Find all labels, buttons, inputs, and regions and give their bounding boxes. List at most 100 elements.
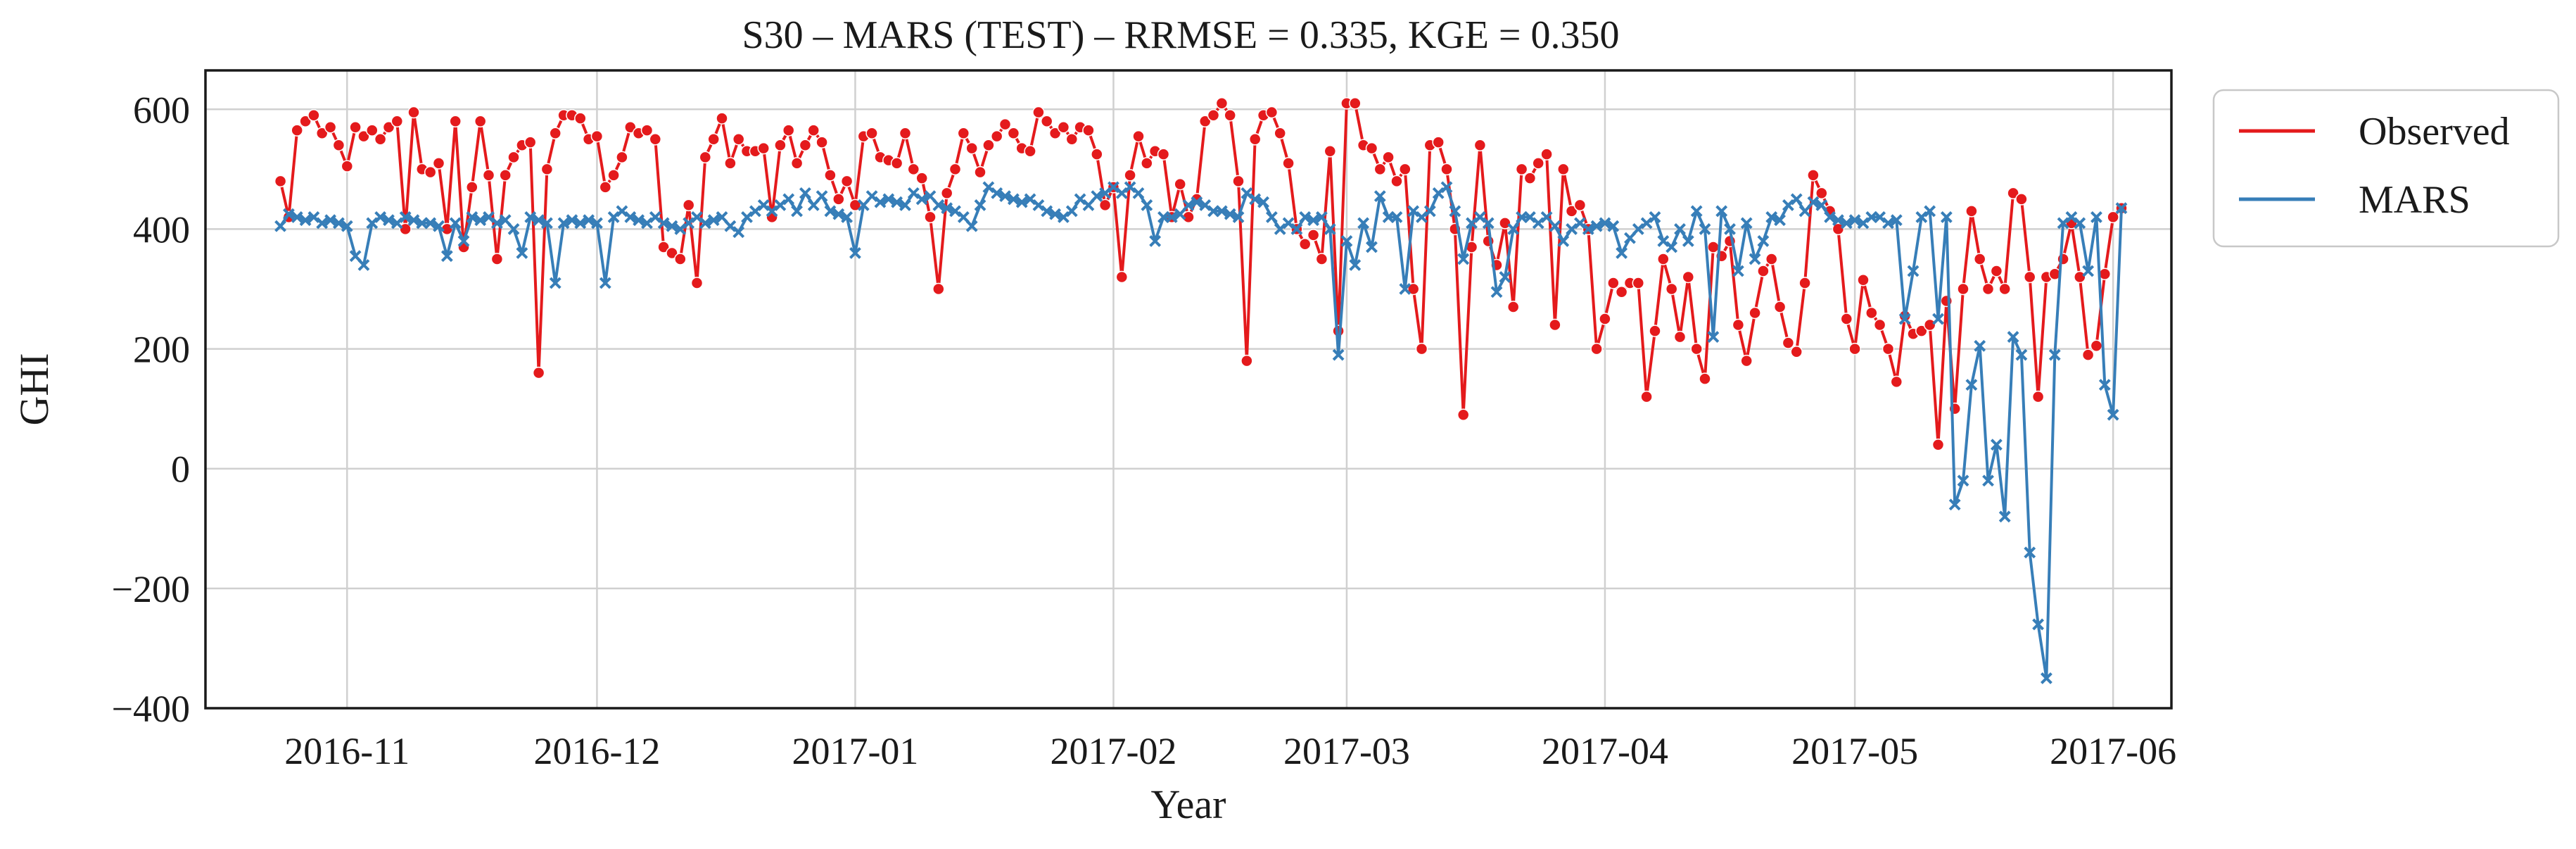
data-point — [1707, 331, 1720, 343]
data-point — [1865, 306, 1878, 320]
data-point — [657, 241, 670, 253]
data-point — [1873, 318, 1886, 332]
data-point — [2007, 331, 2019, 343]
data-point — [1149, 235, 1162, 247]
data-point — [724, 220, 737, 232]
data-point — [590, 130, 604, 143]
data-point — [1732, 265, 1744, 277]
data-point — [2074, 270, 2086, 284]
data-point — [1857, 217, 1870, 229]
data-point — [1365, 142, 1378, 155]
data-point — [599, 181, 612, 194]
data-point — [1782, 337, 1795, 349]
data-point — [1848, 214, 1861, 227]
data-point — [474, 214, 487, 227]
data-point — [633, 214, 645, 227]
data-point — [483, 211, 495, 223]
data-point — [433, 220, 445, 232]
data-point — [315, 127, 329, 140]
data-point — [841, 211, 854, 223]
data-point — [1241, 187, 1253, 199]
data-point — [291, 124, 303, 137]
data-point — [1640, 390, 1653, 403]
data-point — [1232, 211, 1245, 223]
data-point — [282, 208, 295, 220]
data-point — [1765, 211, 1778, 223]
data-point — [2041, 672, 2052, 684]
data-point — [1065, 133, 1079, 146]
data-point — [1924, 205, 1936, 218]
data-point — [1024, 145, 1036, 158]
data-point — [816, 190, 828, 203]
data-point — [324, 121, 337, 134]
data-point — [1058, 211, 1070, 223]
data-point — [991, 187, 1003, 199]
data-point — [2090, 211, 2102, 223]
data-point — [1632, 223, 1644, 235]
data-point — [2015, 193, 2028, 206]
data-point — [1540, 148, 1553, 161]
data-point — [965, 142, 978, 155]
data-point — [524, 136, 537, 149]
data-point — [1132, 187, 1145, 199]
data-point — [2023, 270, 2036, 284]
data-point — [1040, 115, 1053, 128]
data-point — [1682, 235, 1694, 247]
data-point — [1124, 169, 1136, 182]
data-point — [1624, 232, 1636, 244]
data-point — [1482, 217, 1495, 229]
x-tick-label: 2017-03 — [1283, 730, 1410, 772]
data-point — [507, 151, 520, 164]
data-point — [1507, 223, 1520, 235]
data-point — [1407, 205, 1420, 218]
data-point — [1265, 211, 1278, 223]
data-point — [774, 139, 787, 152]
data-point — [307, 109, 320, 122]
data-point — [2007, 187, 2019, 200]
data-point — [949, 205, 961, 218]
data-point — [2024, 546, 2036, 559]
data-point — [682, 199, 695, 212]
data-point — [1974, 339, 1986, 352]
data-point — [349, 250, 362, 263]
data-point — [1057, 121, 1070, 134]
data-point — [899, 199, 911, 211]
data-point — [1523, 172, 1537, 184]
data-point — [1574, 217, 1586, 229]
data-point — [915, 172, 928, 184]
data-point — [1440, 163, 1453, 176]
data-point — [490, 253, 504, 265]
x-ticks: 2016-11 2016-12 2017-01 2017-02 2017-03 2017-… — [284, 730, 2176, 772]
data-point — [383, 214, 395, 227]
data-point — [1290, 223, 1303, 235]
series-mars — [274, 181, 2128, 684]
chart-title: S30 – MARS (TEST) – RRMSE = 0.335, KGE =… — [742, 13, 1619, 57]
data-point — [607, 169, 620, 182]
data-point — [583, 214, 595, 227]
data-point — [666, 220, 678, 232]
data-point — [998, 118, 1012, 131]
data-point — [374, 211, 387, 223]
data-point — [624, 211, 637, 223]
x-tick-label: 2017-05 — [1791, 730, 1918, 772]
data-point — [1299, 211, 1312, 223]
data-point — [499, 214, 512, 227]
data-point — [1041, 205, 1053, 218]
data-point — [357, 130, 370, 143]
data-point — [1848, 342, 1861, 356]
data-point — [1224, 208, 1236, 220]
data-point — [1632, 277, 1645, 289]
data-point — [307, 211, 320, 223]
data-point — [1248, 133, 1262, 146]
data-point — [382, 121, 395, 134]
data-point — [1049, 208, 1061, 220]
data-point — [1699, 223, 1711, 235]
data-point — [1665, 241, 1678, 253]
data-point — [1757, 265, 1770, 277]
data-point — [1815, 187, 1828, 200]
data-point — [791, 205, 803, 218]
data-point — [1207, 109, 1220, 122]
data-point — [974, 165, 986, 179]
data-point — [1682, 270, 1695, 284]
data-point — [824, 169, 837, 182]
